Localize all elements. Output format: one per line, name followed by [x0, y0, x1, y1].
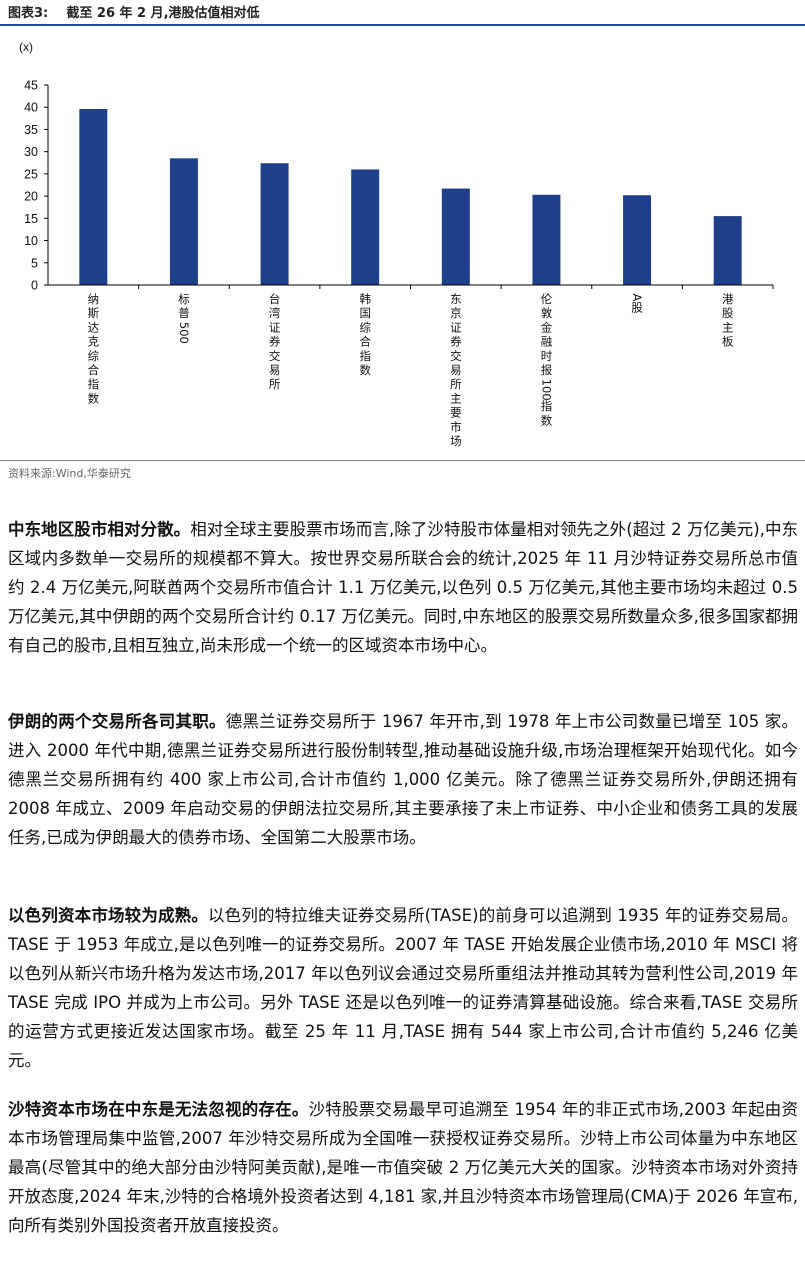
svg-text:综: 综	[88, 349, 100, 363]
svg-text:指: 指	[88, 377, 100, 391]
paragraph-lead: 伊朗的两个交易所各司其职。	[8, 712, 226, 731]
svg-text:达: 达	[88, 320, 100, 334]
paragraph-lead: 中东地区股市相对分散。	[8, 520, 190, 539]
svg-text:股: 股	[722, 306, 734, 320]
svg-text:证: 证	[269, 320, 281, 334]
svg-text:指: 指	[359, 349, 371, 363]
svg-text:市: 市	[450, 420, 462, 434]
y-tick-label: 10	[24, 234, 38, 248]
y-tick-label: 0	[31, 279, 38, 293]
bar	[714, 216, 742, 285]
y-tick-label: 15	[24, 212, 38, 226]
y-tick-label: 35	[24, 123, 38, 137]
svg-text:东: 东	[450, 292, 462, 306]
paragraph-lead: 沙特资本市场在中东是无法忽视的存在。	[8, 1100, 309, 1119]
svg-text:纳: 纳	[88, 292, 100, 306]
svg-text:所: 所	[269, 377, 281, 391]
figure-source: 资料来源:Wind,华泰研究	[8, 465, 131, 481]
svg-text:克: 克	[88, 335, 100, 349]
paragraph-body: 德黑兰证券交易所于 1967 年开市,到 1978 年上市公司数量已增至 105…	[8, 712, 798, 847]
figure-title-text: 截至 26 年 2 月,港股估值相对低	[66, 6, 259, 21]
paragraph-body: 相对全球主要股票市场而言,除了沙特股市体量相对领先之外(超过 2 万亿美元),中…	[8, 520, 798, 655]
svg-text:综: 综	[359, 320, 371, 334]
svg-text:敦: 敦	[541, 306, 553, 320]
title-divider	[0, 24, 805, 26]
svg-text:数: 数	[359, 363, 371, 377]
figure-title-prefix: 图表3:	[8, 6, 48, 21]
bar	[170, 158, 198, 285]
svg-text:场: 场	[450, 434, 462, 448]
y-tick-label: 5	[31, 256, 38, 270]
bar	[261, 163, 289, 285]
svg-text:融: 融	[541, 335, 553, 349]
svg-text:斯: 斯	[88, 306, 100, 320]
svg-text:报: 报	[541, 363, 553, 377]
svg-text:交: 交	[269, 349, 281, 363]
svg-text:合: 合	[359, 335, 371, 349]
svg-text:股: 股	[631, 301, 643, 315]
svg-text:普: 普	[178, 306, 190, 320]
y-tick-label: 25	[24, 167, 38, 181]
bar	[623, 195, 651, 285]
bar	[442, 189, 470, 285]
paragraph-middle-east: 中东地区股市相对分散。相对全球主要股票市场而言,除了沙特股市体量相对领先之外(超…	[8, 515, 798, 660]
svg-text:数: 数	[541, 413, 553, 427]
y-tick-label: 30	[24, 145, 38, 159]
bar	[532, 195, 560, 285]
svg-text:合: 合	[88, 363, 100, 377]
svg-text:交: 交	[450, 349, 462, 363]
paragraph-body: 沙特股票交易最早可追溯至 1954 年的非正式市场,2003 年起由资本市场管理…	[8, 1100, 798, 1235]
svg-text:湾: 湾	[269, 306, 281, 320]
bar	[79, 109, 107, 285]
x-tick-label: 标普 500	[177, 292, 191, 344]
svg-text:指: 指	[541, 399, 553, 413]
svg-text:易: 易	[269, 363, 281, 377]
svg-text:韩: 韩	[359, 292, 371, 306]
svg-text:所: 所	[450, 377, 462, 391]
svg-text:国: 国	[359, 306, 371, 320]
y-axis-label: (x)	[19, 40, 33, 54]
svg-text:券: 券	[450, 335, 462, 349]
svg-text:板: 板	[722, 335, 734, 349]
figure-title: 图表3: 截至 26 年 2 月,港股估值相对低	[8, 2, 260, 21]
svg-text:券: 券	[269, 335, 281, 349]
svg-text:易: 易	[450, 363, 462, 377]
svg-text:台: 台	[269, 292, 281, 306]
x-tick-label: A股	[630, 294, 644, 315]
bar	[351, 169, 379, 285]
paragraph-iran: 伊朗的两个交易所各司其职。德黑兰证券交易所于 1967 年开市,到 1978 年…	[8, 707, 798, 852]
source-divider	[0, 460, 805, 461]
svg-text:数: 数	[88, 391, 100, 405]
paragraph-lead: 以色列资本市场较为成熟。	[8, 906, 208, 925]
svg-text:港: 港	[722, 292, 734, 306]
svg-text:时: 时	[541, 349, 553, 363]
svg-text:主: 主	[722, 320, 734, 334]
y-tick-label: 20	[24, 190, 38, 204]
svg-text:证: 证	[450, 320, 462, 334]
svg-text:伦: 伦	[541, 292, 553, 306]
svg-text:京: 京	[450, 306, 462, 320]
y-tick-label: 40	[24, 101, 38, 115]
paragraph-body: 以色列的特拉维夫证券交易所(TASE)的前身可以追溯到 1935 年的证券交易局…	[8, 906, 798, 1070]
svg-text:要: 要	[450, 406, 462, 420]
y-tick-label: 45	[24, 79, 38, 93]
svg-text:100: 100	[539, 379, 553, 401]
svg-text:主: 主	[450, 391, 462, 405]
paragraph-israel: 以色列资本市场较为成熟。以色列的特拉维夫证券交易所(TASE)的前身可以追溯到 …	[8, 901, 798, 1075]
paragraph-saudi: 沙特资本市场在中东是无法忽视的存在。沙特股票交易最早可追溯至 1954 年的非正…	[8, 1095, 798, 1240]
svg-text:500: 500	[177, 322, 191, 344]
svg-text:标: 标	[178, 292, 190, 306]
svg-text:金: 金	[541, 320, 553, 334]
